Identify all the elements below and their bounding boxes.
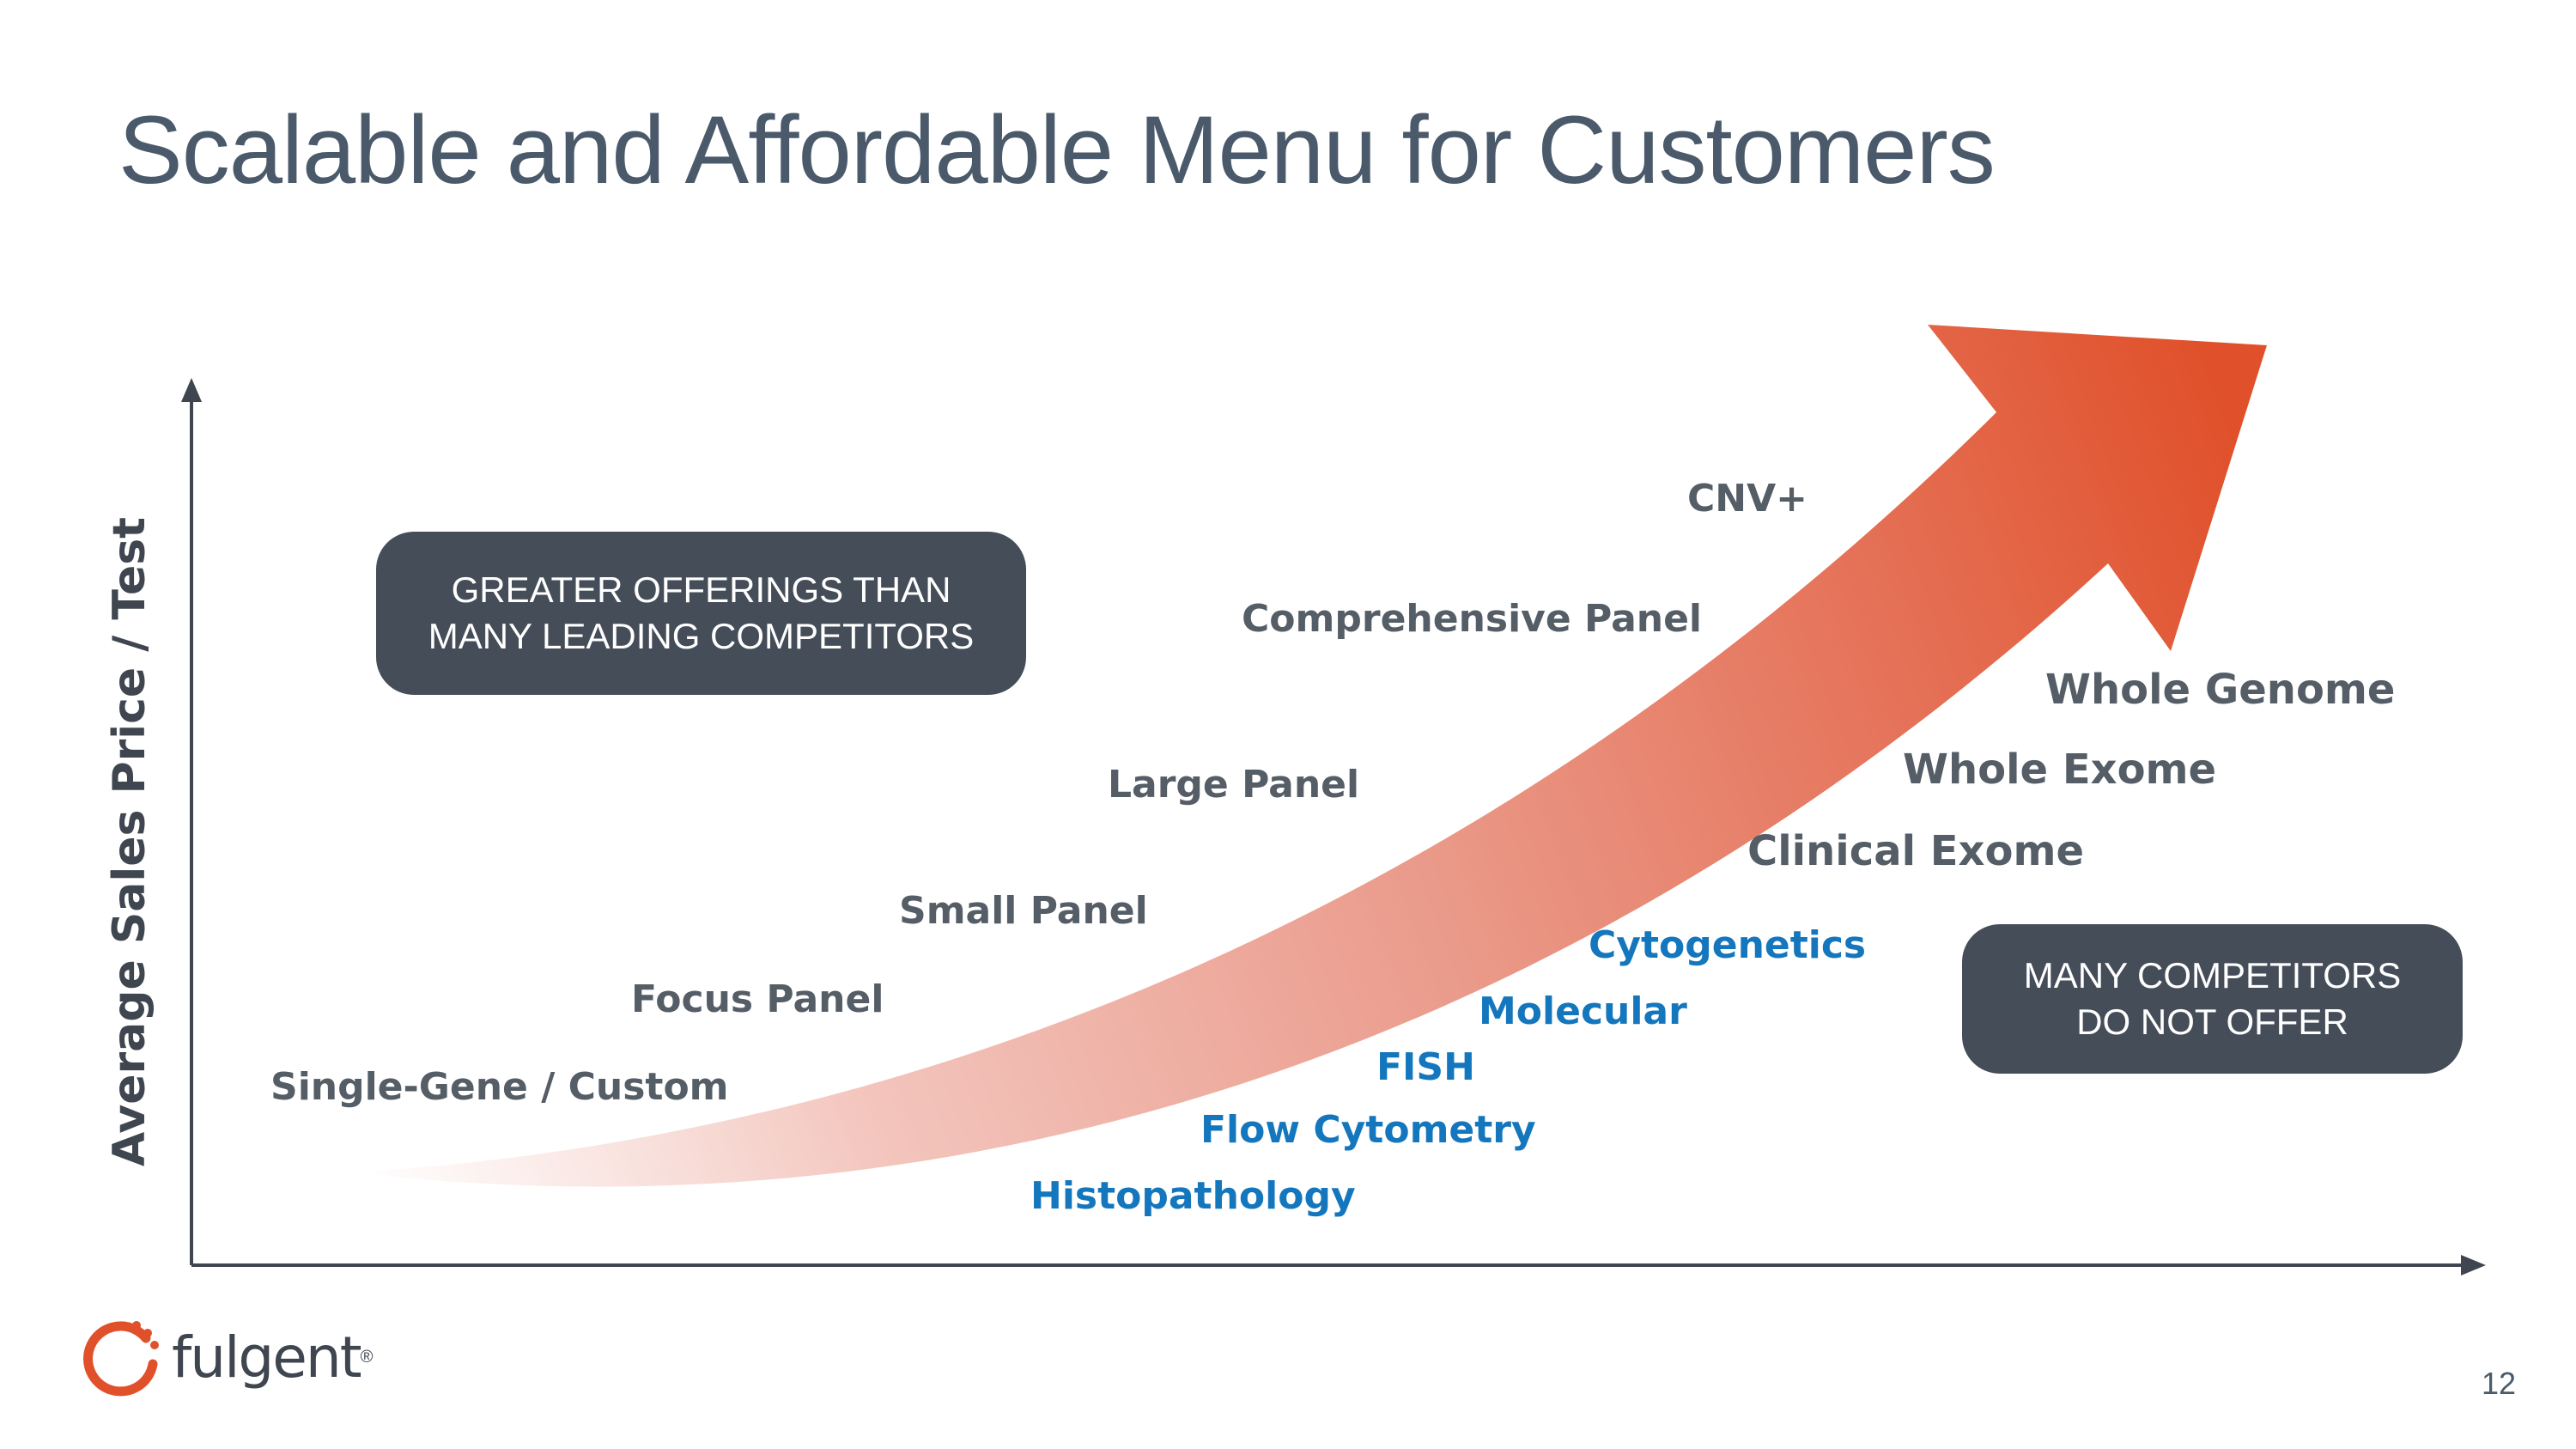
page-number: 12 <box>2481 1366 2516 1401</box>
callout-greater-offerings: GREATER OFFERINGS THAN MANY LEADING COMP… <box>376 532 1026 695</box>
x-axis-arrowhead <box>2461 1255 2486 1275</box>
item-whole-exome: Whole Exome <box>1903 746 2217 794</box>
item-single-gene: Single-Gene / Custom <box>270 1065 729 1109</box>
callout-left-line2: MANY LEADING COMPETITORS <box>428 616 975 656</box>
item-clinical-exome: Clinical Exome <box>1747 827 2085 875</box>
item-histopathology: Histopathology <box>1030 1174 1356 1218</box>
callout-right-line2: DO NOT OFFER <box>2076 1002 2348 1042</box>
item-molecular: Molecular <box>1479 989 1687 1033</box>
item-comprehensive-panel: Comprehensive Panel <box>1242 597 1703 641</box>
slide-title: Scalable and Affordable Menu for Custome… <box>118 96 1996 204</box>
item-cytogenetics: Cytogenetics <box>1589 923 1867 967</box>
y-axis-label: Average Sales Price / Test <box>104 516 155 1167</box>
item-flow-cytometry: Flow Cytometry <box>1200 1108 1536 1152</box>
item-whole-genome: Whole Genome <box>2045 666 2396 714</box>
item-cnv-plus: CNV+ <box>1687 477 1808 521</box>
registered-mark: ® <box>360 1347 374 1367</box>
callout-right-line1: MANY COMPETITORS <box>2023 955 2402 995</box>
fulgent-logo-text: fulgent <box>172 1324 362 1391</box>
callout-competitors-do-not-offer: MANY COMPETITORS DO NOT OFFER <box>1962 924 2463 1074</box>
item-small-panel: Small Panel <box>899 889 1148 933</box>
item-fish: FISH <box>1376 1045 1475 1089</box>
item-focus-panel: Focus Panel <box>631 977 884 1021</box>
y-axis-arrowhead <box>181 378 202 402</box>
callout-left-line1: GREATER OFFERINGS THAN <box>451 569 951 610</box>
fulgent-logo-icon <box>83 1321 159 1397</box>
growth-arrow <box>352 325 2267 1187</box>
fulgent-logo: fulgent ® <box>79 1310 373 1404</box>
item-large-panel: Large Panel <box>1108 763 1360 807</box>
